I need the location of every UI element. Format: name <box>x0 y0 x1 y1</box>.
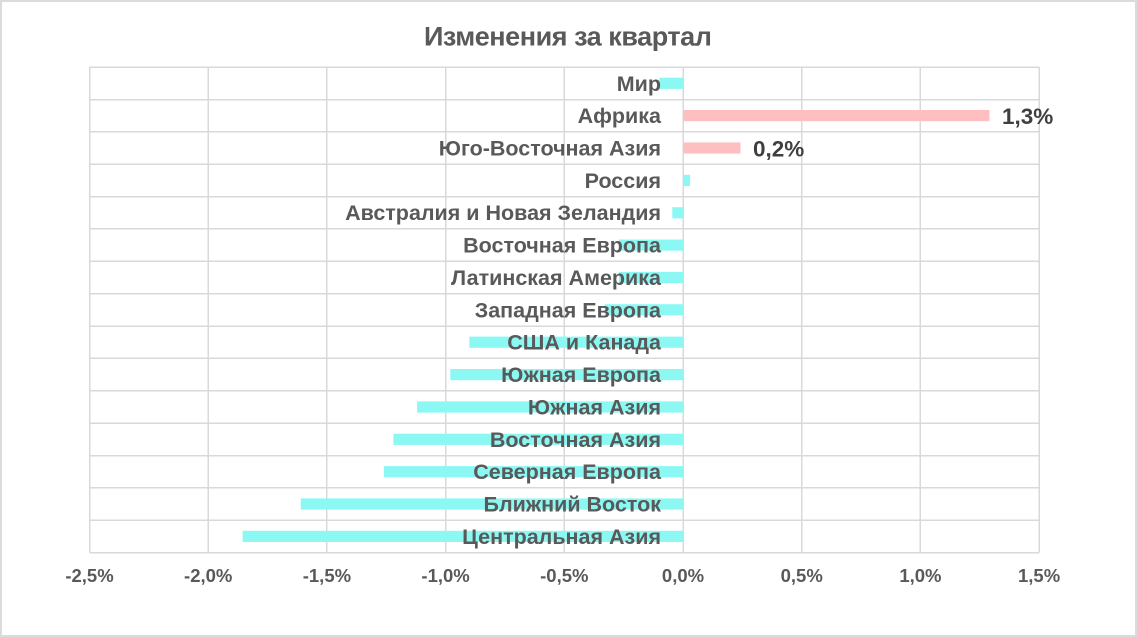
svg-text:Южная Европа: Южная Европа <box>501 363 662 387</box>
svg-text:Ближний Восток: Ближний Восток <box>484 493 662 517</box>
svg-text:0,5%: 0,5% <box>781 565 823 586</box>
svg-text:0,0%: 0,0% <box>662 565 704 586</box>
svg-text:Центральная Азия: Центральная Азия <box>462 525 661 549</box>
svg-text:1,5%: 1,5% <box>1018 565 1060 586</box>
svg-text:Северная Европа: Северная Европа <box>473 460 662 484</box>
svg-text:-1,0%: -1,0% <box>421 565 469 586</box>
svg-text:-1,5%: -1,5% <box>303 565 351 586</box>
svg-text:0,2%: 0,2% <box>753 137 804 162</box>
svg-text:Юго-Восточная Азия: Юго-Восточная Азия <box>439 137 661 161</box>
svg-text:Австралия и Новая Зеландия: Австралия и Новая Зеландия <box>345 201 661 225</box>
svg-text:Изменения за квартал: Изменения за квартал <box>424 21 712 51</box>
svg-text:Африка: Африка <box>578 104 662 128</box>
svg-text:Россия: Россия <box>585 169 661 193</box>
svg-text:Восточная Азия: Восточная Азия <box>490 428 661 452</box>
svg-text:Южная Азия: Южная Азия <box>528 396 661 420</box>
svg-text:США и Канада: США и Канада <box>507 331 662 355</box>
svg-text:Латинская Америка: Латинская Америка <box>451 266 662 290</box>
svg-text:1,0%: 1,0% <box>899 565 941 586</box>
svg-text:Восточная Европа: Восточная Европа <box>463 234 662 258</box>
svg-text:1,3%: 1,3% <box>1002 104 1053 129</box>
svg-text:-2,5%: -2,5% <box>65 565 113 586</box>
svg-text:-2,0%: -2,0% <box>184 565 232 586</box>
svg-text:Мир: Мир <box>617 72 661 96</box>
svg-text:-0,5%: -0,5% <box>540 565 588 586</box>
svg-text:Западная Европа: Западная Европа <box>475 298 662 322</box>
